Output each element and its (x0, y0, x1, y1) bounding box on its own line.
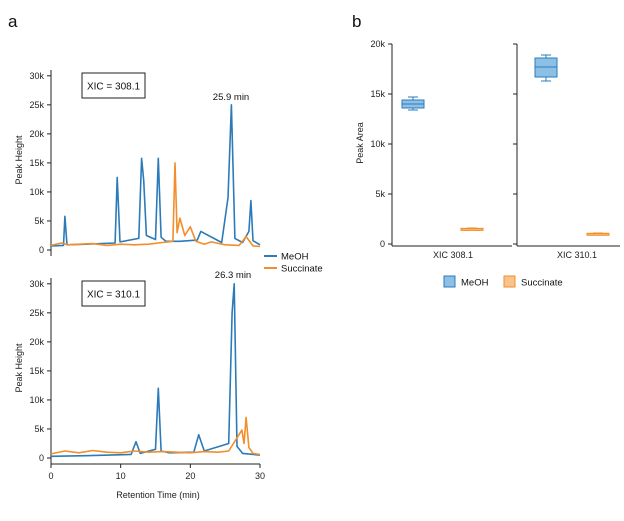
trace-meoh (50, 282, 261, 458)
xic-308-ylabel: Peak Height (14, 135, 24, 185)
y-tick-label: 5k (34, 424, 44, 434)
trace-succinate (50, 416, 261, 456)
legend-b-succinate-swatch (503, 275, 516, 288)
box-succinate (460, 227, 484, 231)
panel-a-letter: a (8, 12, 18, 31)
peak-area-boxplot: 0 5k 10k 15k 20k Peak Area XIC 308.1 XIC 310… (355, 39, 620, 260)
xic-310-chart: 0 5k 10k 15k 20k 25k 30k 0 10 20 30 XIC = 310.1 26… (14, 270, 265, 500)
xic-310-label-box (81, 280, 146, 307)
y-tick-label: 15k (29, 366, 44, 376)
y-tick-label: 10k (370, 139, 385, 149)
y-tick-label: 20k (370, 39, 385, 49)
box-succinate (586, 232, 610, 236)
legend-b-meoh-label: MeOH (461, 278, 489, 289)
y-tick-label: 5k (34, 216, 44, 226)
y-tick-label: 15k (29, 158, 44, 168)
y-tick-label: 25k (29, 308, 44, 318)
y-tick-label: 0 (39, 453, 44, 463)
y-tick-label: 0 (39, 245, 44, 255)
xic-308-label-box (81, 72, 146, 99)
x-tick-label: 10 (116, 471, 126, 481)
xic-310-traces (50, 282, 261, 458)
category-label-310: XIC 310.1 (557, 250, 597, 260)
y-tick-label: 30k (29, 71, 44, 81)
xic-310-ticks: 0 5k 10k 15k 20k 25k 30k 0 10 20 30 (29, 278, 265, 481)
xic-308-label: XIC = 308.1 (87, 82, 141, 93)
trace-meoh (50, 104, 261, 247)
y-tick-label: 20k (29, 129, 44, 139)
legend-meoh-label: MeOH (281, 252, 309, 263)
peak-area-axes: 0 5k 10k 15k 20k (370, 39, 620, 249)
xic-310-ylabel: Peak Height (14, 343, 24, 393)
box-meoh (401, 96, 425, 111)
category-label-308: XIC 308.1 (433, 250, 473, 260)
xic-308-traces (50, 104, 261, 248)
trace-succinate (50, 162, 261, 248)
legend-succinate-label: Succinate (281, 264, 323, 275)
xic-308-peak-annotation: 25.9 min (213, 92, 249, 103)
legend-b-meoh-swatch (443, 275, 456, 288)
y-tick-label: 10k (29, 187, 44, 197)
x-tick-label: 0 (48, 471, 53, 481)
panel-a-legend: MeOH Succinate (264, 252, 323, 275)
y-tick-label: 20k (29, 337, 44, 347)
xic-308-ticks: 0 5k 10k 15k 20k 25k 30k (29, 70, 52, 256)
y-tick-label: 30k (29, 279, 44, 289)
xic-310-peak-annotation: 26.3 min (215, 270, 251, 281)
x-tick-label: 30 (255, 471, 265, 481)
y-tick-label: 15k (370, 89, 385, 99)
y-tick-label: 25k (29, 100, 44, 110)
peak-area-ylabel: Peak Area (355, 122, 365, 164)
box-meoh (534, 54, 558, 82)
panel-b-legend: MeOH Succinate (443, 275, 563, 289)
y-tick-label: 5k (375, 189, 385, 199)
y-tick-label: 10k (29, 395, 44, 405)
legend-b-succinate-label: Succinate (521, 278, 563, 289)
xic-310-xlabel: Retention Time (min) (116, 490, 200, 500)
xic-310-label: XIC = 310.1 (87, 290, 141, 301)
y-tick-label: 0 (380, 239, 385, 249)
x-tick-label: 20 (185, 471, 195, 481)
peak-area-boxes (401, 54, 610, 236)
panel-b-letter: b (352, 12, 361, 31)
